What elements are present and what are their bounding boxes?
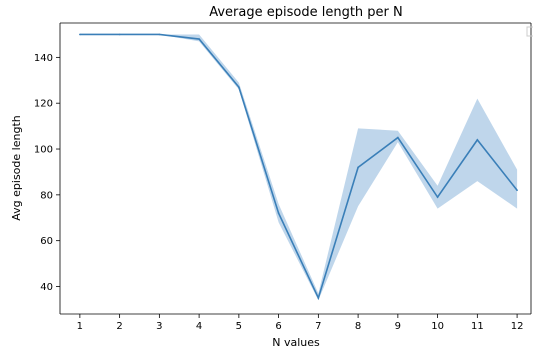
x-tick-label: 5 (236, 321, 242, 332)
x-tick-label: 11 (471, 321, 484, 332)
data-point-12 (516, 189, 518, 192)
data-point-10 (436, 196, 439, 198)
y-tick-label: 80 (40, 190, 53, 201)
x-axis-ticks: 1 2 3 4 5 6 7 8 9 10 11 12 (77, 314, 524, 332)
data-point-1 (79, 33, 81, 36)
x-tick-label: 1 (77, 321, 83, 332)
legend-box (526, 26, 533, 37)
y-tick-label: 120 (34, 99, 53, 110)
y-tick-label: 60 (40, 236, 53, 247)
x-tick-label: 10 (431, 321, 444, 332)
x-tick-label: 7 (315, 321, 321, 332)
data-point-6 (277, 212, 280, 214)
x-tick-label: 8 (355, 321, 361, 332)
series-0-line (79, 33, 518, 301)
plot-area (59, 22, 532, 315)
data-point-3 (158, 33, 161, 36)
x-tick-label: 6 (275, 321, 281, 332)
data-point-2 (118, 33, 121, 36)
x-tick-label: 9 (395, 321, 401, 332)
y-tick-label: 40 (40, 282, 53, 293)
x-tick-label: 12 (511, 321, 524, 332)
x-tick-label: 3 (156, 321, 162, 332)
chart-title: Average episode length per N (209, 5, 403, 20)
data-point-9 (397, 136, 399, 139)
data-point-7 (317, 297, 320, 299)
data-point-4 (198, 38, 200, 40)
series-0-confidence-band (79, 34, 518, 301)
x-axis-label: N values (272, 336, 320, 349)
data-point-11 (476, 139, 479, 141)
x-tick-label: 2 (116, 321, 122, 332)
y-axis-ticks: 40 60 80 100 120 140 (34, 53, 60, 293)
y-tick-label: 100 (34, 145, 53, 156)
x-tick-label: 4 (196, 321, 202, 332)
data-point-5 (238, 86, 240, 88)
y-axis-label: Avg episode length (10, 115, 23, 220)
y-tick-label: 140 (34, 53, 53, 64)
data-point-8 (357, 166, 359, 169)
